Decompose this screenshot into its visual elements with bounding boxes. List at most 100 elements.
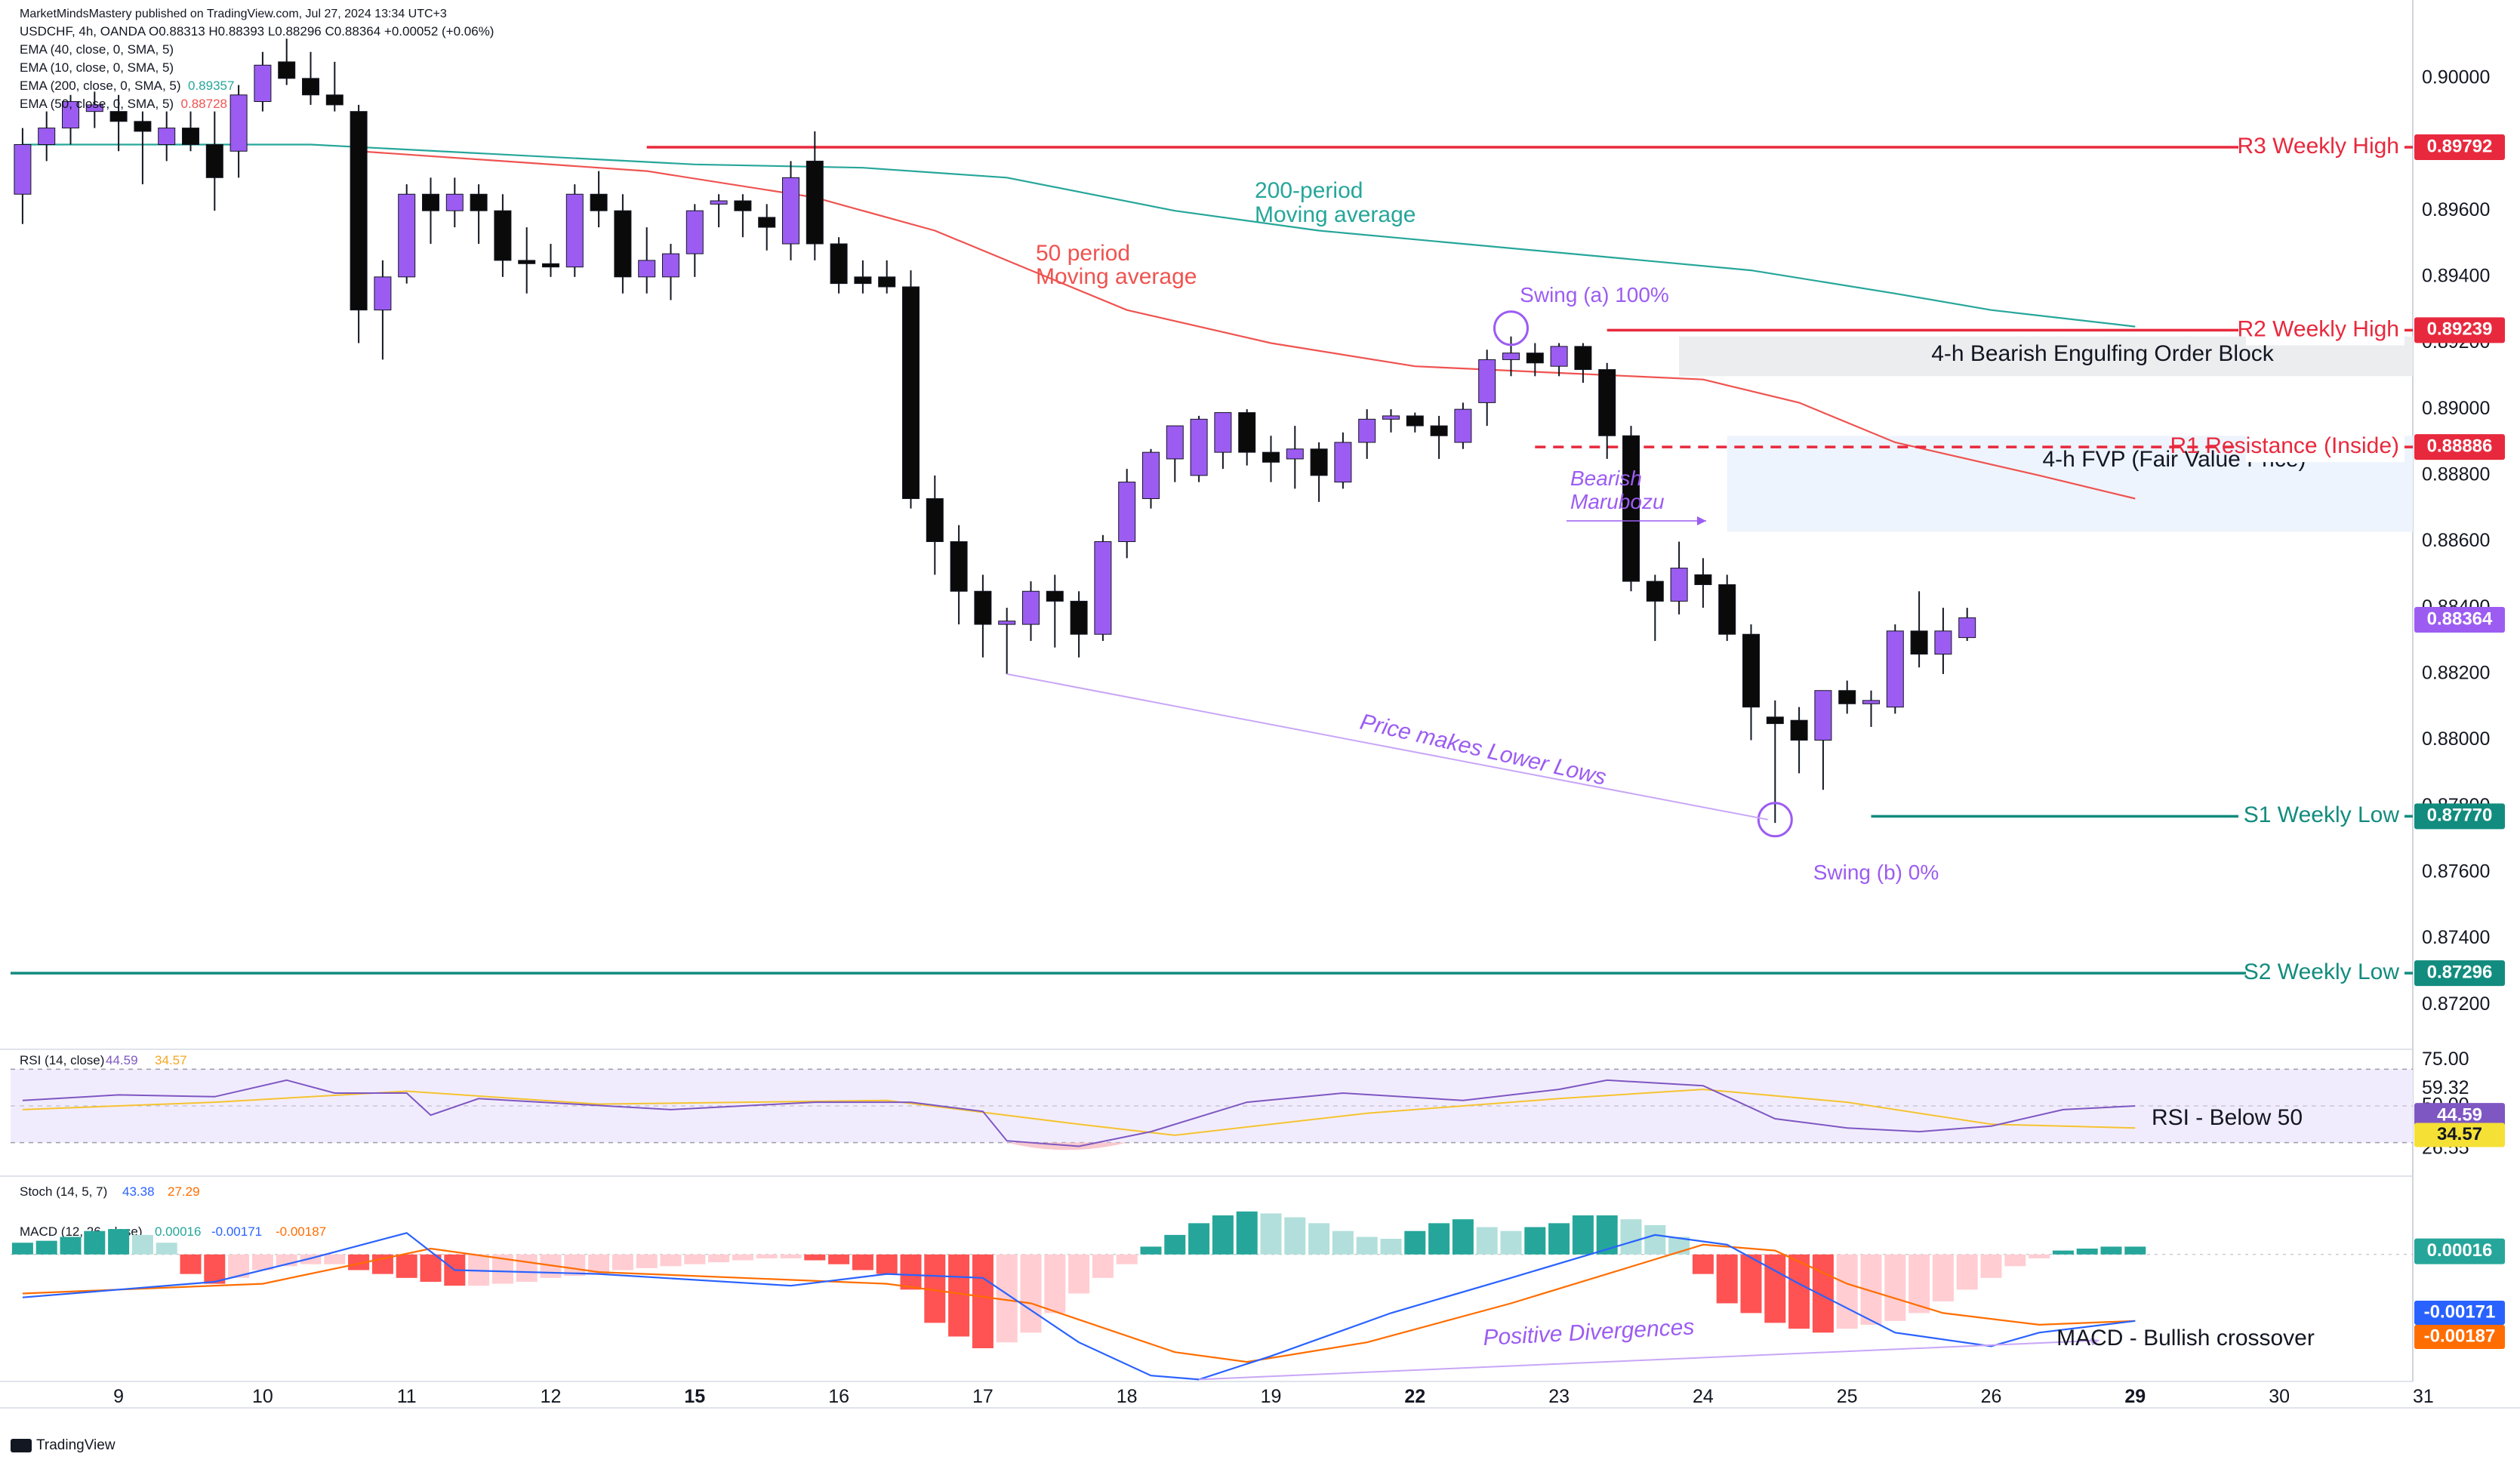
candle-body <box>1334 442 1352 483</box>
tradingview-logo-text: TradingView <box>36 1437 116 1453</box>
candle-body <box>710 200 728 205</box>
macd-histogram-bar <box>972 1254 994 1348</box>
macd-histogram-bar <box>1404 1230 1426 1255</box>
macd-histogram-bar <box>324 1254 346 1264</box>
candle-body <box>1478 359 1496 403</box>
macd-histogram-bar <box>1548 1223 1570 1255</box>
candle-body <box>38 128 56 145</box>
rsi-line <box>22 1079 2136 1147</box>
time-tick-label: 31 <box>2413 1386 2434 1407</box>
candle-body <box>134 121 152 132</box>
divergence-arrowhead <box>2090 1338 2099 1346</box>
time-tick-label: 9 <box>113 1386 124 1407</box>
candle-body <box>374 276 392 311</box>
rsi-ma-tag <box>2414 1123 2505 1147</box>
macd-line <box>22 1232 2136 1381</box>
symbol-ohlc-line: USDCHF, 4h, OANDA O0.88313 H0.88393 L0.8… <box>20 24 494 38</box>
candle-body <box>830 243 848 285</box>
candle-body <box>902 286 920 500</box>
macd-histogram-bar <box>804 1254 826 1261</box>
macd-histogram-bar <box>1164 1234 1186 1255</box>
candle-body <box>1262 451 1280 463</box>
macd-histogram-bar <box>1140 1246 1162 1255</box>
price-tag-value: 0.89239 <box>2427 319 2493 340</box>
macd-signal-line <box>22 1243 2136 1363</box>
rsi-legend-value: 44.59 <box>106 1053 138 1067</box>
candle-body <box>1094 541 1112 635</box>
candle-body <box>422 193 439 211</box>
macd-histogram-bar <box>1956 1254 1978 1290</box>
indicator-label: EMA (40, close, 0, SMA, 5) <box>20 42 174 57</box>
time-tick-label: 10 <box>252 1386 273 1407</box>
macd-histogram-bar <box>1044 1254 1066 1314</box>
candle-body <box>1910 630 1928 655</box>
marubozu-arrowhead <box>1697 516 1706 525</box>
candle-body <box>325 94 343 106</box>
candle-body <box>1646 581 1664 602</box>
lower-lows-label: Price makes Lower Lows <box>1357 710 1608 790</box>
macd-histogram-bar <box>516 1254 538 1282</box>
time-tick-label: 12 <box>541 1386 562 1407</box>
macd-hist-tag <box>2414 1238 2505 1264</box>
macd-histogram-bar <box>1092 1254 1114 1278</box>
price-tag <box>2414 317 2505 343</box>
candle-body <box>1406 415 1424 427</box>
rsi-tag-value: 44.59 <box>2437 1105 2482 1126</box>
macd-histogram-bar <box>684 1254 706 1264</box>
candle-body <box>1934 630 1952 655</box>
macd-histogram-bar <box>1524 1227 1546 1255</box>
candle-body <box>445 193 464 211</box>
rsi-label-bg <box>2140 1108 2314 1138</box>
time-tick-label: 26 <box>1981 1386 2002 1407</box>
marubozu-label: Marubozu <box>1570 490 1665 513</box>
macd-histogram-bar <box>2029 1254 2050 1258</box>
swing-a-circle <box>1493 310 1529 346</box>
stoch-legend-value: 27.29 <box>168 1184 200 1199</box>
ma50-annotation: 50 period <box>1036 241 1130 266</box>
candle-body <box>542 263 559 268</box>
level-label-bg <box>2246 801 2404 832</box>
rsi-oversold-fill <box>1006 1142 1127 1150</box>
macd-histogram-bar <box>1380 1239 1402 1255</box>
candle-body <box>1358 418 1376 443</box>
candle-body <box>1718 584 1736 635</box>
candle-body <box>302 78 319 96</box>
candle-body <box>1190 418 1208 476</box>
lower-lows-line <box>1006 673 1768 821</box>
rsi-tick-label: 59.32 <box>2422 1077 2469 1098</box>
level-label-bg <box>2246 958 2404 989</box>
macd-histogram-bar <box>828 1254 850 1264</box>
macd-histogram-bar <box>1068 1254 1090 1294</box>
macd-histogram-bar <box>1812 1254 1834 1333</box>
ema50-line <box>359 150 2136 500</box>
candle-body <box>1070 600 1088 635</box>
macd-histogram-bar <box>1308 1223 1330 1255</box>
macd-histogram-bar <box>1572 1215 1594 1255</box>
macd-histogram-bar <box>1764 1254 1786 1323</box>
macd-histogram-bar <box>1212 1215 1234 1255</box>
level-label-bg <box>2246 315 2404 346</box>
level-label: S2 Weekly Low <box>2244 959 2400 984</box>
price-tag-value: 0.89792 <box>2427 136 2493 156</box>
candle-body <box>974 590 992 625</box>
macd-histogram-bar <box>156 1243 177 1255</box>
macd-histogram-bar <box>1500 1230 1522 1255</box>
price-tick-label: 0.87400 <box>2422 927 2490 948</box>
price-tick-label: 0.89400 <box>2422 265 2490 286</box>
candle-body <box>1550 346 1568 367</box>
level-label: R3 Weekly High <box>2237 134 2399 159</box>
ma200-annotation: Moving average <box>1255 202 1416 227</box>
candle-body <box>470 193 488 211</box>
macd-histogram-bar <box>1644 1224 1666 1255</box>
macd-histogram-bar <box>1884 1254 1906 1321</box>
ma50-annotation: Moving average <box>1036 264 1197 289</box>
swing-a-label: Swing (a) 100% <box>1520 283 1669 306</box>
stoch-legend-value: 43.38 <box>122 1184 155 1199</box>
candle-body <box>1286 448 1304 460</box>
candle-body <box>1142 451 1160 500</box>
indicator-value: 0.89357 <box>187 79 235 93</box>
macd-histogram-bar <box>708 1254 730 1263</box>
macd-histogram-bar <box>2124 1246 2146 1255</box>
